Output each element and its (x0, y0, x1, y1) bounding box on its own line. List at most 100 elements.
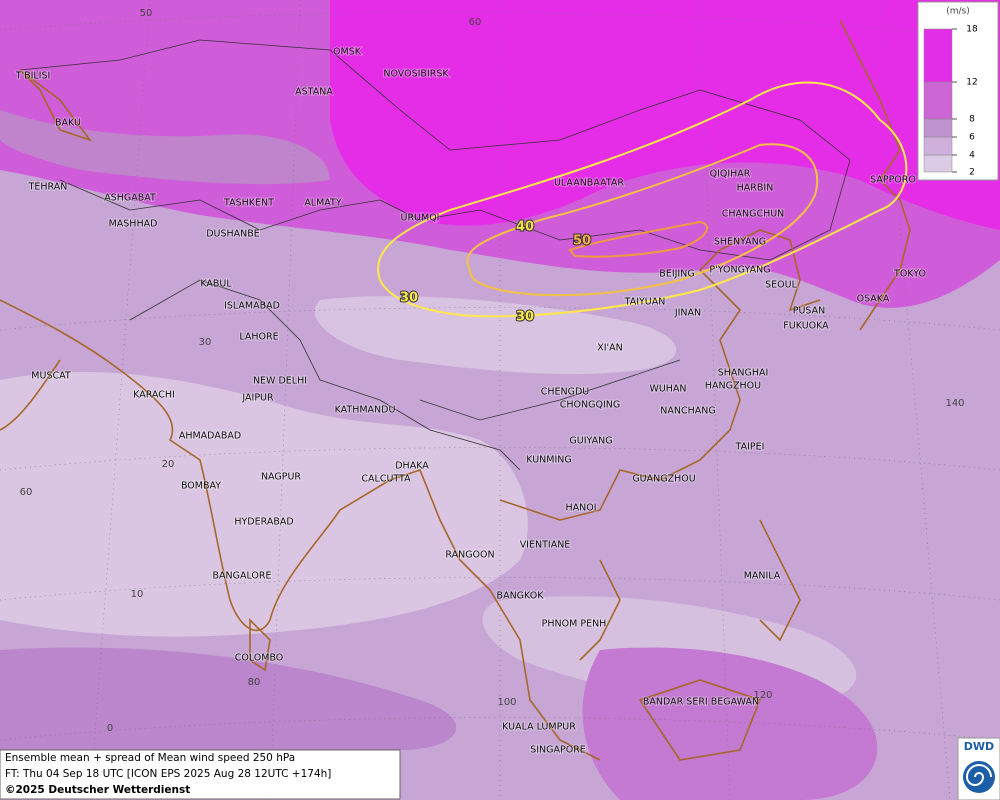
city-label: CHANGCHUN (722, 209, 785, 220)
city-label: HANGZHOU (705, 381, 761, 392)
city-label: JAIPUR (241, 393, 274, 404)
city-label: SAPPORO (870, 175, 916, 186)
legend-tick-label: 12 (966, 78, 977, 88)
field-mid (0, 647, 457, 750)
field-low (0, 371, 528, 637)
graticule-label: 20 (162, 459, 175, 470)
city-label: DHAKA (395, 461, 429, 472)
isotach-label: 40 (516, 220, 534, 235)
city-label: BANGALORE (212, 571, 271, 582)
legend-band (923, 28, 953, 83)
legend-tick-label: 18 (966, 25, 978, 35)
city-label: BOMBAY (181, 481, 221, 492)
city-label: GUANGZHOU (632, 474, 695, 485)
legend-tick-label: 8 (969, 115, 975, 125)
city-label: PHNOM PENH (542, 619, 607, 630)
graticule-label: 10 (131, 589, 144, 600)
logo-text: DWD (964, 740, 994, 753)
city-label: RANGOON (445, 550, 494, 561)
legend: (m/s) 2 4 6 8 12 18 (917, 1, 999, 181)
city-label: GUIYANG (569, 436, 612, 447)
city-label: KUALA LUMPUR (502, 722, 576, 733)
city-label: TOKYO (893, 269, 926, 280)
legend-band (923, 154, 953, 173)
city-label: NEW DELHI (253, 376, 307, 387)
field-low (314, 296, 677, 375)
graticule-label: 0 (107, 723, 113, 734)
isotach-label: 30 (400, 291, 418, 306)
graticule-label: 80 (248, 677, 261, 688)
coastlines (0, 19, 911, 761)
city-label: HARBIN (737, 183, 774, 194)
graticule-label: 100 (497, 697, 516, 708)
city-label: TAIYUAN (624, 297, 666, 308)
city-label: NOVOSIBIRSK (383, 69, 449, 80)
city-label: NAGPUR (261, 472, 301, 483)
city-label: HANOI (565, 503, 596, 514)
city-label: TASHKENT (223, 198, 274, 209)
city-label: BANGKOK (497, 591, 545, 602)
city-label: MANILA (744, 571, 781, 582)
city-label: PUSAN (793, 306, 826, 317)
copyright: ©2025 Deutscher Wetterdienst (5, 784, 190, 796)
city-label: OMSK (333, 47, 362, 58)
city-label: ISLAMABAD (224, 301, 280, 312)
legend-band (923, 118, 953, 138)
legend-tick-label: 6 (969, 133, 975, 143)
city-label: BANDAR SERI BEGAWAN (643, 697, 759, 708)
borders (19, 39, 851, 471)
city-label: SINGAPORE (530, 745, 586, 756)
graticule-label: 50 (140, 8, 153, 19)
city-label: SEOUL (765, 280, 797, 291)
city-label: TEHRAN (28, 182, 68, 193)
field-mid (582, 647, 878, 800)
city-label: ASTANA (295, 87, 333, 98)
field-max (330, 0, 1000, 230)
city-label: WUHAN (649, 384, 686, 395)
graticule-label: 60 (20, 487, 33, 498)
graticule-label: 140 (945, 398, 964, 409)
city-label: JINAN (674, 308, 701, 319)
city-label: KATHMANDU (335, 405, 396, 416)
legend-band (923, 81, 953, 120)
city-label: FUKUOKA (783, 321, 829, 332)
city-label: NANCHANG (660, 406, 715, 417)
logo: DWD (957, 737, 1000, 800)
city-label: VIENTIANE (520, 540, 571, 551)
city-label: ASHGABAT (104, 193, 156, 204)
city-label: KABUL (200, 279, 232, 290)
city-label: LAHORE (239, 332, 278, 343)
city-label: AHMADABAD (179, 431, 241, 442)
legend-tick-label: 2 (969, 168, 975, 178)
city-label: ULAANBAATAR (554, 178, 624, 189)
city-label: HYDERABAD (234, 517, 293, 528)
caption-line: FT: Thu 04 Sep 18 UTC [ICON EPS 2025 Aug… (5, 768, 331, 780)
city-label: MASHHAD (109, 219, 158, 230)
isotach-label: 50 (573, 234, 591, 249)
caption: Ensemble mean + spread of Mean wind spee… (0, 749, 401, 800)
city-label: ALMATY (304, 198, 342, 209)
graticule-label: 60 (469, 17, 482, 28)
city-label: CHONGQING (560, 400, 620, 411)
city-label: CALCUTTA (361, 474, 411, 485)
city-label: KUNMING (526, 455, 572, 466)
field-mid (0, 110, 330, 185)
city-label: XI'AN (597, 343, 623, 354)
city-label: SHANGHAI (718, 368, 769, 379)
city-label: OSAKA (857, 294, 890, 305)
isotachs (377, 81, 908, 318)
city-label: BEIJING (659, 269, 694, 280)
legend-unit: (m/s) (946, 7, 970, 17)
caption-line: Ensemble mean + spread of Mean wind spee… (5, 752, 295, 764)
graticule-label: 120 (753, 690, 772, 701)
city-label: P'YONGYANG (709, 265, 770, 276)
graticule-label: 30 (199, 337, 212, 348)
city-label: CHENGDU (541, 387, 590, 398)
isotach-label: 30 (516, 310, 534, 325)
legend-tick-label: 4 (969, 151, 975, 161)
city-label: TAIPEI (735, 442, 765, 453)
city-label: COLOMBO (235, 653, 284, 664)
city-label: KARACHI (133, 390, 175, 401)
